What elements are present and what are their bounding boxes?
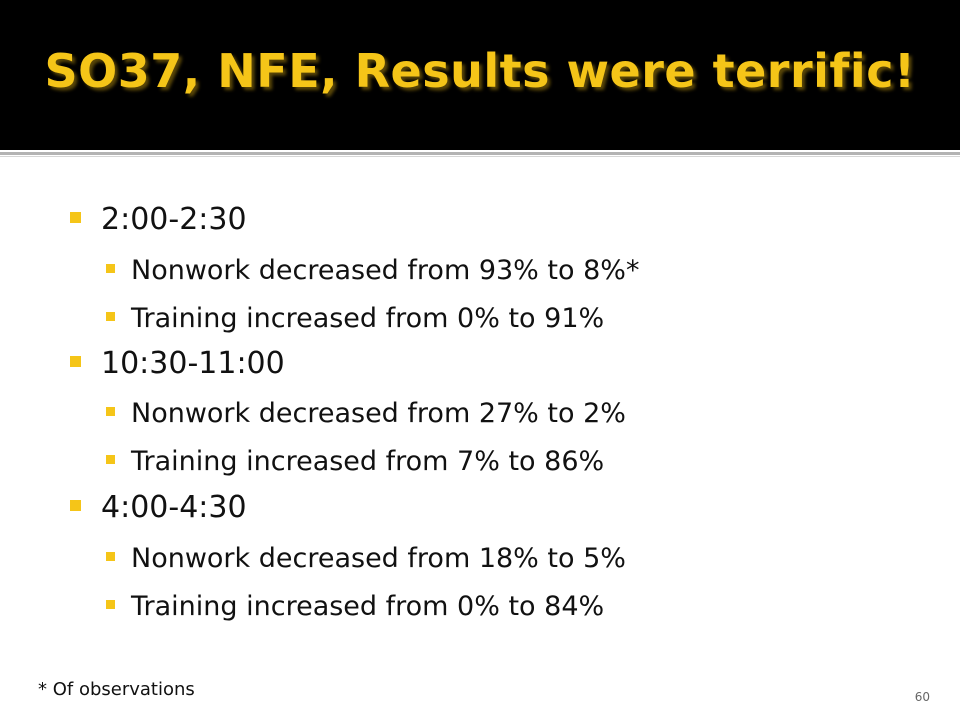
section-heading: 2:00-2:30	[70, 202, 247, 237]
section-heading: 4:00-4:30	[70, 490, 247, 525]
square-bullet-icon	[70, 500, 81, 511]
list-item: Training increased from 0% to 91%	[106, 303, 604, 334]
list-item-text: Training increased from 0% to 91%	[131, 303, 605, 334]
slide-title: SO37, NFE, Results were terrific!	[44, 44, 916, 98]
square-bullet-icon	[70, 212, 81, 223]
square-bullet-icon	[106, 552, 115, 561]
list-item: Nonwork decreased from 93% to 8%*	[106, 255, 639, 286]
title-divider	[0, 152, 960, 155]
list-item: Training increased from 7% to 86%	[106, 446, 604, 477]
title-divider-thin	[0, 156, 960, 157]
square-bullet-icon	[106, 455, 115, 464]
square-bullet-icon	[106, 600, 115, 609]
list-item-text: Training increased from 0% to 84%	[131, 591, 605, 622]
list-item: Nonwork decreased from 27% to 2%	[106, 398, 626, 429]
list-item-text: Nonwork decreased from 18% to 5%	[131, 543, 626, 574]
list-item: Nonwork decreased from 18% to 5%	[106, 543, 626, 574]
section-heading-text: 4:00-4:30	[101, 490, 247, 525]
square-bullet-icon	[106, 312, 115, 321]
section-heading-text: 2:00-2:30	[101, 202, 247, 237]
footnote: * Of observations	[38, 679, 195, 700]
list-item-text: Nonwork decreased from 93% to 8%*	[131, 255, 640, 286]
square-bullet-icon	[106, 407, 115, 416]
title-bar	[0, 0, 960, 150]
slide-number: 60	[914, 690, 930, 704]
section-heading: 10:30-11:00	[70, 346, 285, 381]
list-item-text: Training increased from 7% to 86%	[131, 446, 605, 477]
list-item-text: Nonwork decreased from 27% to 2%	[131, 398, 626, 429]
square-bullet-icon	[106, 264, 115, 273]
section-heading-text: 10:30-11:00	[101, 346, 285, 381]
list-item: Training increased from 0% to 84%	[106, 591, 604, 622]
square-bullet-icon	[70, 356, 81, 367]
